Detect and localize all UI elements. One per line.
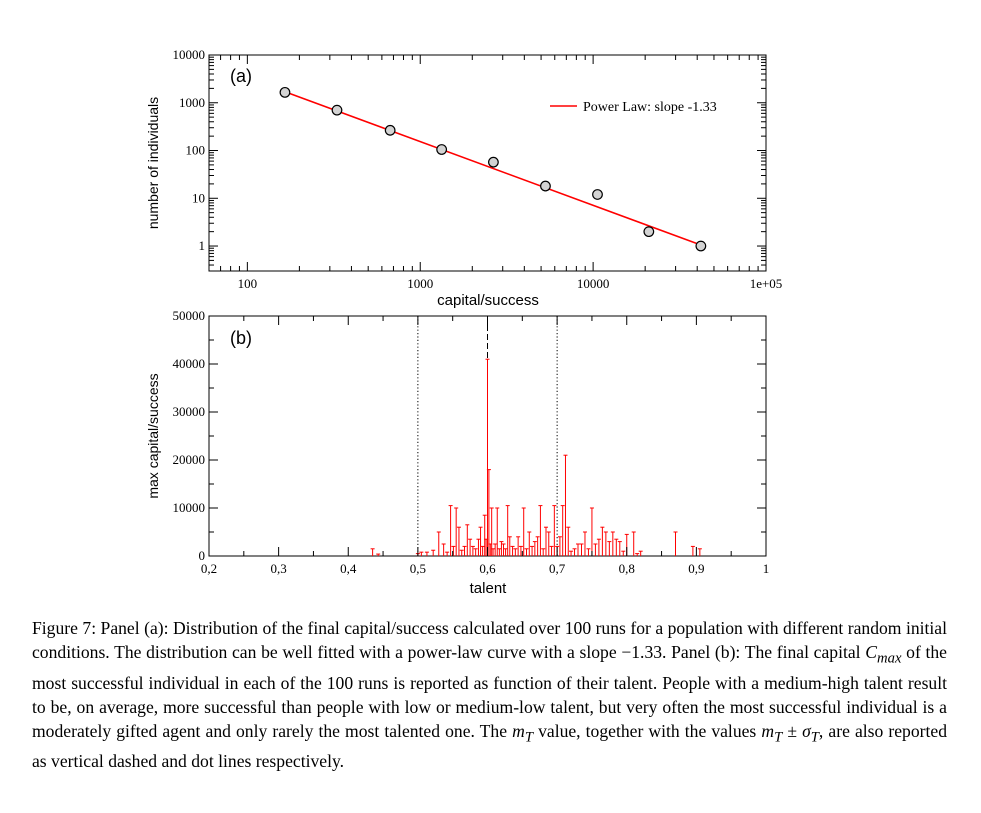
figure-caption: Figure 7: Panel (a): Distribution of the… (32, 616, 947, 773)
panel-a-tick-labels: 100 1000 10000 1e+05 1 10 100 1000 10000 (173, 47, 783, 291)
panel-b-ticks (208, 315, 767, 557)
legend: Power Law: slope -1.33 (550, 100, 717, 115)
x-tick-label: 1 (763, 561, 770, 576)
panel-b-bars (370, 358, 702, 556)
legend-label: Power Law: slope -1.33 (583, 100, 717, 115)
cmax-symbol: C (865, 642, 878, 662)
data-point (436, 144, 448, 155)
y-tick-label: 1000 (179, 95, 205, 110)
panel-b-label: (b) (230, 328, 252, 348)
x-tick-label: 0,6 (479, 561, 496, 576)
pm-m-symbol: m (761, 720, 775, 741)
data-point (540, 180, 551, 192)
y-tick-label: 0 (199, 548, 206, 563)
pm-m-subscript: T (774, 729, 783, 746)
panel-a-label: (a) (230, 66, 252, 86)
panel-a-points (279, 86, 707, 252)
y-tick-label: 20000 (173, 452, 206, 467)
x-tick-label: 0,3 (271, 561, 287, 576)
y-tick-label: 50000 (173, 308, 206, 323)
y-tick-label: 10000 (173, 47, 206, 62)
caption-part-2: of the most successful individual in eac… (32, 642, 947, 741)
panel-a: 100 1000 10000 1e+05 1 10 100 1000 10000 (a) Pow… (145, 47, 782, 309)
y-tick-label: 100 (186, 143, 206, 158)
x-tick-label: 1e+05 (750, 276, 783, 291)
mt-symbol: m (512, 720, 525, 741)
data-point (488, 156, 499, 168)
caption-part-4: , are also reported as vertical dashed a… (32, 720, 948, 772)
data-point (592, 189, 603, 200)
data-point (384, 124, 396, 136)
y-tick-label: 30000 (173, 404, 206, 419)
x-tick-label: 100 (238, 276, 258, 291)
panel-b-xlabel: talent (470, 580, 508, 597)
y-tick-label: 10 (192, 190, 205, 205)
y-tick-label: 10000 (173, 500, 206, 515)
data-point (643, 226, 655, 238)
x-tick-label: 0,4 (340, 561, 357, 576)
panel-a-ticks (208, 54, 767, 272)
x-tick-label: 10000 (577, 276, 610, 291)
panel-b-ylabel: max capital/success (145, 373, 161, 498)
y-tick-label: 1 (199, 238, 206, 253)
y-tick-label: 40000 (173, 356, 206, 371)
data-point (279, 86, 291, 98)
panel-a-frame (208, 54, 767, 272)
caption-part-3: value, together with the values (533, 720, 762, 741)
x-tick-label: 0,8 (619, 561, 635, 576)
cmax-subscript: max (877, 650, 902, 667)
mt-subscript: T (524, 729, 533, 746)
x-tick-label: 0,5 (410, 561, 426, 576)
panel-a-xlabel: capital/success (437, 292, 539, 309)
panel-b-tick-labels: 0,2 0,3 0,4 0,5 0,6 0,7 0,8 0,9 1 0 10000 20000 3000… (173, 308, 770, 576)
pm-operator: ± (782, 720, 803, 741)
x-tick-label: 0,2 (201, 561, 217, 576)
data-point (695, 240, 707, 252)
data-point (331, 104, 343, 116)
sigma-subscript: T (810, 729, 819, 746)
power-law-fit-line (284, 91, 702, 246)
x-tick-label: 1000 (407, 276, 433, 291)
panel-a-ylabel: number of individuals (145, 97, 161, 229)
caption-part-1: Figure 7: Panel (a): Distribution of the… (32, 618, 947, 662)
panel-b: 0,2 0,3 0,4 0,5 0,6 0,7 0,8 0,9 1 0 10000 20000 3000… (145, 308, 769, 597)
x-tick-label: 0,9 (688, 561, 704, 576)
x-tick-label: 0,7 (549, 561, 566, 576)
sigma-symbol: σ (802, 720, 811, 741)
